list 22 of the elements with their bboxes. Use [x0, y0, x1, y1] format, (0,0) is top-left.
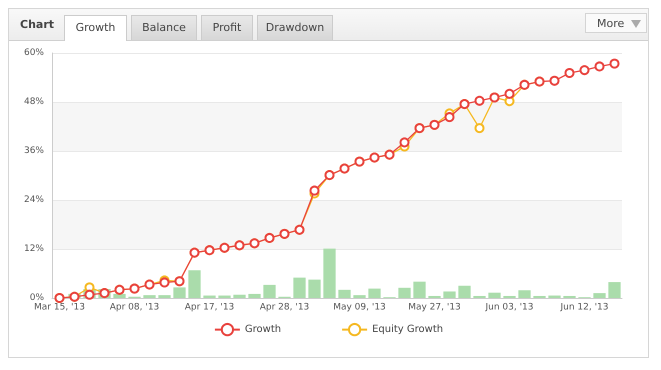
legend-label: Growth: [244, 324, 282, 336]
x-tick-label: May 09, '13: [333, 302, 386, 312]
text: Growth: [64, 15, 127, 41]
text: Profit: [201, 15, 253, 40]
x-tick-label: Apr 08, '13: [110, 302, 160, 312]
y-tick-label: 36%: [24, 146, 44, 156]
x-tick-label: Jun 12, '13: [559, 302, 609, 312]
x-tick-label: Apr 17, '13: [184, 302, 234, 312]
legend-label: Equity Growth: [372, 324, 444, 336]
x-tick-label: Mar 15, '13: [34, 302, 85, 312]
x-tick-label: May 27, '13: [408, 302, 461, 312]
y-tick-label: 48%: [24, 97, 44, 107]
text: More: [597, 17, 624, 30]
x-tick-label: Apr 28, '13: [260, 302, 310, 312]
text: Drawdown: [257, 15, 333, 40]
x-tick-label: Jun 03, '13: [484, 302, 534, 312]
chart-title: Chart: [20, 18, 54, 31]
text: Balance: [131, 15, 197, 40]
y-tick-label: 0%: [30, 293, 44, 303]
y-tick-label: 12%: [24, 244, 44, 254]
y-tick-label: 60%: [24, 48, 44, 58]
y-tick-label: 24%: [24, 195, 44, 205]
